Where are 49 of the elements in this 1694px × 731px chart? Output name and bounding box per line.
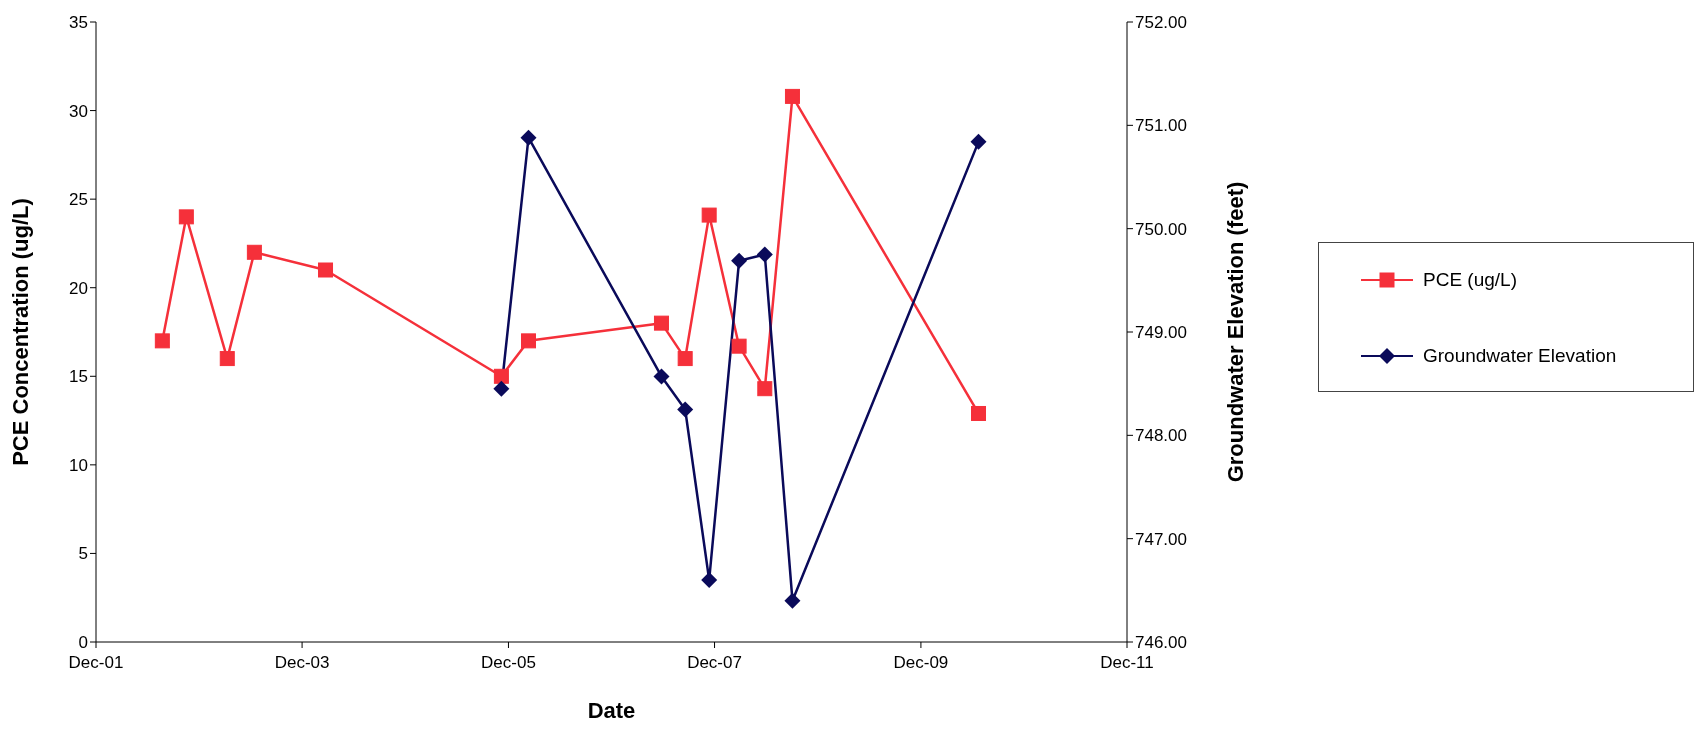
legend-label: PCE (ug/L) [1423,269,1517,291]
y2-tick-label: 747.00 [1135,529,1187,549]
x-tick-label: Dec-07 [687,653,742,673]
point [971,405,986,421]
point [784,88,800,104]
y-tick-label: 10 [69,455,88,475]
x-tick-label: Dec-11 [1100,653,1154,673]
y-tick-label: 25 [69,190,88,210]
x-axis-title: Date [587,698,636,723]
point [653,315,669,331]
point [520,129,537,146]
y2-tick-label: 748.00 [1135,426,1187,446]
point [493,380,510,397]
y-axis-title: PCE Concentration (ug/L) [7,198,33,466]
point [701,572,718,588]
x-tick-label: Dec-05 [481,653,536,673]
y2-tick-label: 752.00 [1135,13,1187,33]
point [757,381,773,397]
y2-axis-title: Groundwater Elevation (feet) [1222,181,1248,483]
point [521,333,536,349]
point [653,368,670,385]
point [178,209,194,225]
point [970,133,987,150]
y-tick-label: 35 [69,13,88,33]
y-tick-label: 30 [69,101,88,121]
point [756,246,773,263]
point [219,351,235,367]
x-tick-label: Dec-01 [68,653,124,673]
point [731,338,747,354]
legend-label: Groundwater Elevation [1423,345,1617,367]
point [677,351,693,367]
point [246,244,262,260]
y2-tick-label: 751.00 [1135,116,1187,136]
point [731,252,748,269]
point [701,207,717,223]
point [493,368,509,384]
y2-tick-label: 750.00 [1135,219,1187,239]
y-tick-label: 0 [78,633,88,653]
point [784,592,801,609]
point [318,262,334,278]
point [154,333,170,349]
y2-tick-label: 746.00 [1135,633,1187,653]
y-tick-label: 20 [69,278,88,298]
y-tick-label: 15 [69,367,88,387]
point [677,401,694,418]
x-tick-label: Dec-09 [893,653,949,673]
y-tick-label: 5 [78,544,88,564]
y2-tick-label: 749.00 [1135,323,1187,343]
x-tick-label: Dec-03 [274,653,330,673]
